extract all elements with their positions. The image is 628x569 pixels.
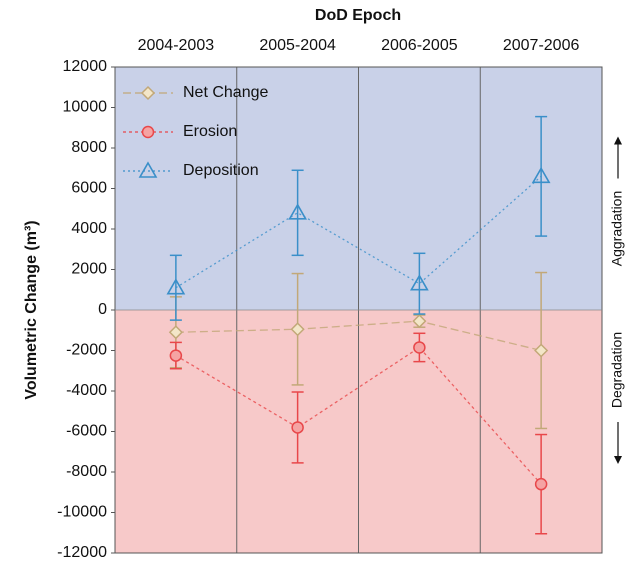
data-point <box>166 278 186 295</box>
y-tick-label: 8000 <box>71 139 107 156</box>
legend-label: Net Change <box>183 84 268 101</box>
legend-marker <box>141 125 155 139</box>
y-axis-label: Volumetric Change (m³) <box>23 220 40 399</box>
data-point <box>290 322 305 337</box>
legend-label: Erosion <box>183 123 237 140</box>
series-line <box>175 346 542 485</box>
y-tick-label: 0 <box>98 301 107 318</box>
annotation-arrowhead <box>614 456 622 464</box>
data-point <box>169 349 183 362</box>
series-line <box>175 320 542 352</box>
legend-label: Deposition <box>183 162 259 179</box>
y-tick-label: 4000 <box>71 220 107 237</box>
x-tick-label: 2006-2005 <box>381 37 458 54</box>
annotation: Degradation <box>609 332 625 408</box>
legend-marker <box>140 85 156 101</box>
annotation-arrowhead <box>614 136 622 145</box>
data-point <box>412 314 427 329</box>
series-line <box>175 175 542 289</box>
data-point <box>534 343 549 358</box>
y-tick-label: -12000 <box>57 544 107 561</box>
data-point <box>288 203 308 220</box>
y-tick-label: -6000 <box>66 423 107 440</box>
y-tick-label: -2000 <box>66 342 107 359</box>
annotation: Aggradation <box>609 191 625 267</box>
data-point <box>409 274 429 291</box>
y-tick-label: -8000 <box>66 463 107 480</box>
data-point <box>168 325 183 340</box>
data-point <box>534 477 548 491</box>
data-point <box>413 341 426 354</box>
x-tick-label: 2004-2003 <box>138 37 215 54</box>
data-point <box>531 166 551 184</box>
y-tick-label: -4000 <box>66 382 107 399</box>
y-tick-label: 12000 <box>63 58 108 75</box>
y-tick-label: -10000 <box>57 504 107 521</box>
data-point <box>291 421 304 434</box>
legend-marker <box>138 161 158 178</box>
y-tick-label: 10000 <box>63 99 108 116</box>
y-tick-label: 2000 <box>71 261 107 278</box>
x-tick-label: 2005-2004 <box>259 37 336 54</box>
x-tick-label: 2007-2006 <box>503 37 580 54</box>
y-tick-label: 6000 <box>71 180 107 197</box>
chart-title: DoD Epoch <box>315 7 401 24</box>
